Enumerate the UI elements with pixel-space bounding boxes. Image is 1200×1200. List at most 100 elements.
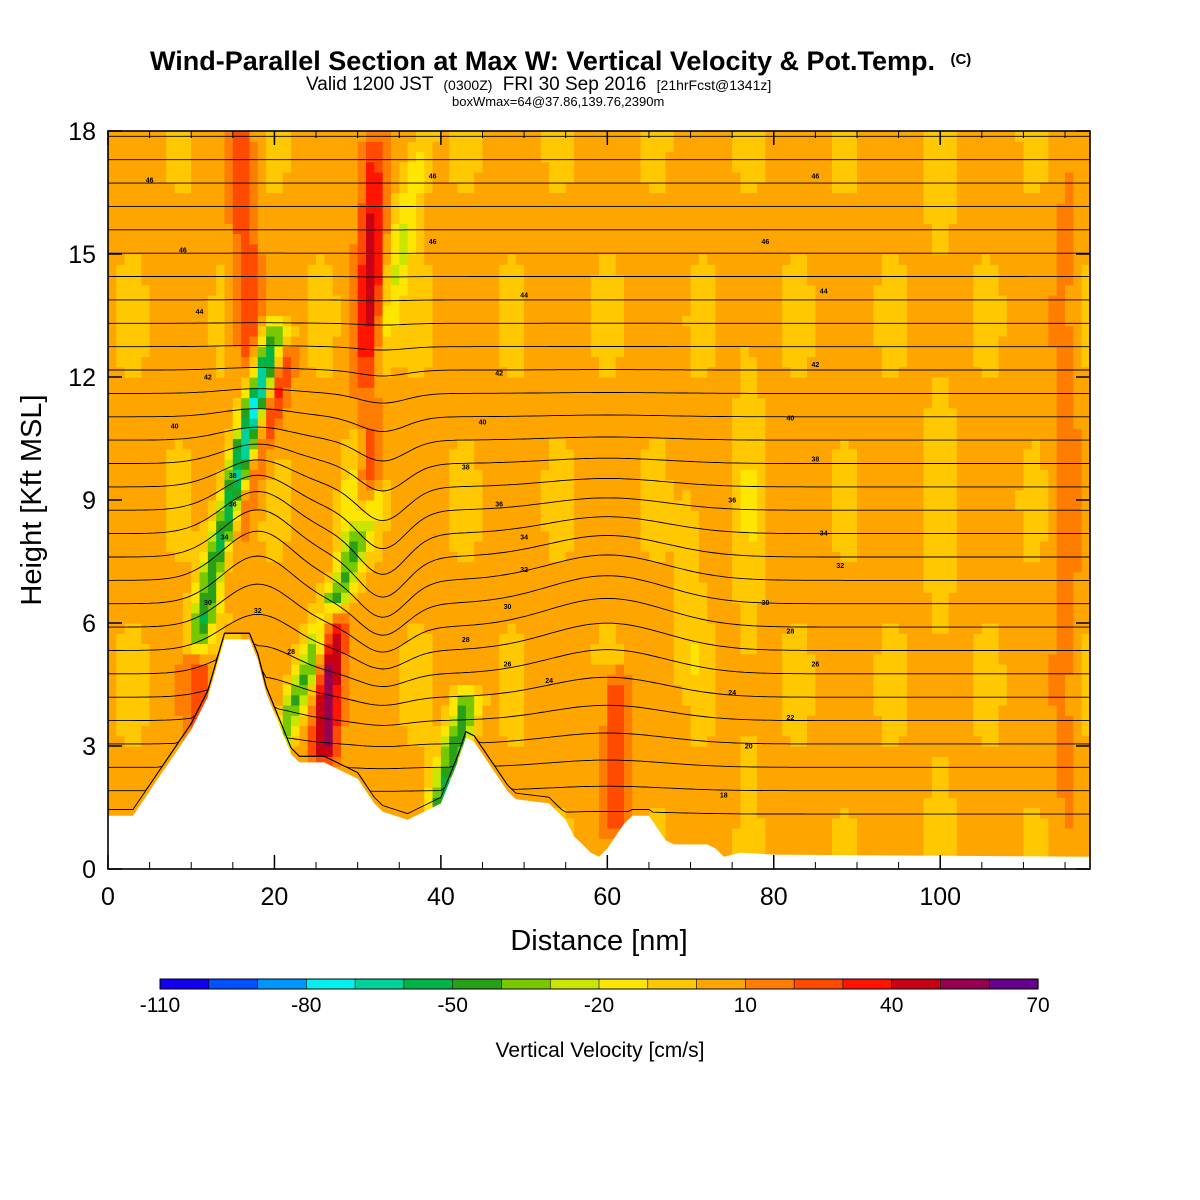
velocity-cell — [357, 213, 367, 224]
velocity-cell — [216, 602, 226, 614]
velocity-cell — [482, 612, 492, 624]
velocity-cell — [465, 387, 475, 399]
velocity-cell — [332, 377, 342, 388]
velocity-cell — [191, 192, 201, 204]
velocity-cell — [182, 141, 192, 153]
velocity-cell — [449, 643, 459, 655]
velocity-cell — [266, 336, 276, 347]
velocity-cell — [432, 571, 442, 583]
velocity-cell — [299, 735, 309, 747]
velocity-cell — [132, 756, 142, 768]
velocity-cell — [532, 561, 542, 573]
velocity-cell — [174, 233, 184, 245]
velocity-cell — [332, 223, 342, 235]
velocity-cell — [457, 612, 467, 624]
velocity-cell — [615, 336, 625, 347]
velocity-cell — [632, 418, 642, 429]
velocity-cell — [540, 694, 550, 706]
velocity-cell — [673, 469, 683, 481]
velocity-cell — [582, 817, 592, 829]
velocity-cell — [132, 151, 142, 163]
velocity-cell — [174, 346, 184, 358]
velocity-cell — [108, 571, 117, 583]
velocity-cell — [249, 305, 259, 317]
velocity-cell — [116, 735, 126, 747]
velocity-cell — [607, 274, 617, 286]
velocity-cell — [108, 725, 117, 737]
velocity-cell — [365, 602, 375, 614]
velocity-cell — [307, 633, 317, 645]
velocity-cell — [332, 264, 342, 276]
velocity-cell — [324, 664, 334, 675]
velocity-cell — [499, 602, 509, 614]
velocity-cell — [657, 418, 667, 429]
velocity-cell — [324, 213, 334, 224]
velocity-cell — [341, 746, 350, 757]
velocity-cell — [274, 633, 284, 645]
velocity-cell — [191, 295, 201, 306]
velocity-cell — [540, 623, 550, 634]
velocity-cell — [424, 305, 434, 317]
velocity-cell — [382, 664, 392, 675]
velocity-cell — [324, 756, 334, 768]
velocity-cell — [565, 377, 575, 388]
velocity-cell — [365, 233, 375, 245]
velocity-cell — [307, 366, 317, 378]
velocity-cell — [648, 520, 658, 532]
velocity-cell — [249, 172, 259, 183]
velocity-cell — [357, 612, 367, 624]
velocity-cell — [415, 797, 425, 809]
velocity-cell — [299, 315, 309, 327]
velocity-cell — [440, 500, 450, 511]
velocity-cell — [365, 746, 375, 757]
velocity-cell — [648, 643, 658, 655]
velocity-cell — [574, 797, 583, 809]
velocity-cell — [216, 151, 226, 163]
velocity-cell — [557, 510, 567, 522]
velocity-cell — [490, 592, 500, 604]
velocity-cell — [574, 356, 583, 368]
velocity-cell — [657, 551, 667, 563]
velocity-cell — [341, 602, 350, 614]
velocity-cell — [424, 725, 434, 737]
velocity-cell — [574, 438, 583, 450]
velocity-cell — [407, 725, 417, 737]
velocity-cell — [465, 315, 475, 327]
velocity-cell — [407, 776, 417, 788]
velocity-cell — [590, 848, 600, 860]
velocity-cell — [116, 172, 126, 183]
velocity-cell — [132, 705, 142, 716]
velocity-cell — [507, 551, 517, 563]
velocity-cell — [399, 336, 409, 347]
velocity-cell — [582, 223, 592, 235]
velocity-cell — [299, 346, 309, 358]
valid-date: FRI 30 Sep 2016 — [503, 74, 647, 95]
velocity-cell — [299, 213, 309, 224]
velocity-cell — [632, 664, 642, 675]
velocity-cell — [232, 264, 242, 276]
velocity-cell — [249, 489, 259, 501]
velocity-cell — [282, 602, 292, 614]
velocity-cell — [599, 182, 608, 194]
velocity-cell — [515, 766, 525, 778]
velocity-cell — [565, 489, 575, 501]
velocity-cell — [657, 254, 667, 265]
velocity-cell — [241, 592, 251, 604]
velocity-cell — [424, 705, 434, 716]
velocity-cell — [640, 356, 650, 368]
velocity-cell — [590, 520, 600, 532]
velocity-cell — [124, 264, 134, 276]
velocity-cell — [357, 438, 367, 450]
velocity-cell — [457, 459, 467, 470]
velocity-cell — [232, 254, 242, 265]
velocity-cell — [291, 664, 300, 675]
velocity-cell — [648, 264, 658, 276]
velocity-cell — [482, 592, 492, 604]
velocity-cell — [615, 705, 625, 716]
velocity-cell — [349, 366, 359, 378]
velocity-cell — [657, 213, 667, 224]
velocity-cell — [257, 520, 267, 532]
velocity-cell — [274, 377, 284, 388]
velocity-cell — [399, 428, 409, 440]
velocity-cell — [341, 520, 350, 532]
